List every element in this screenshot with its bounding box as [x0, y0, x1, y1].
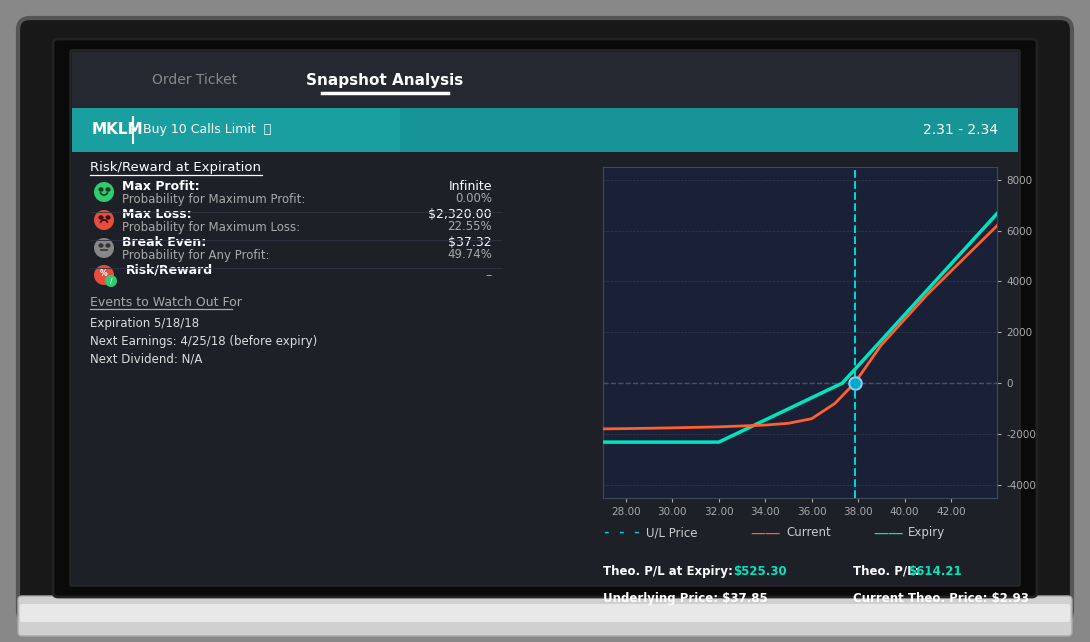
FancyBboxPatch shape: [20, 604, 1070, 622]
Text: $37.32: $37.32: [448, 236, 492, 250]
FancyBboxPatch shape: [19, 18, 1071, 622]
Text: $2,320.00: $2,320.00: [428, 209, 492, 221]
Text: ——: ——: [750, 525, 780, 541]
Text: U/L Price: U/L Price: [646, 526, 698, 539]
Text: Probability for Maximum Loss:: Probability for Maximum Loss:: [122, 220, 300, 234]
Bar: [72, 152, 1018, 584]
FancyBboxPatch shape: [19, 596, 1071, 636]
Text: Expiration 5/18/18: Expiration 5/18/18: [90, 317, 199, 329]
Text: Current Theo. Price: $2.93: Current Theo. Price: $2.93: [853, 593, 1029, 605]
Text: 0.00%: 0.00%: [455, 193, 492, 205]
Text: Probability for Maximum Profit:: Probability for Maximum Profit:: [122, 193, 305, 205]
Text: Events to Watch Out For: Events to Watch Out For: [90, 295, 242, 309]
FancyBboxPatch shape: [53, 39, 1037, 597]
Text: Risk/Reward at Expiration: Risk/Reward at Expiration: [90, 160, 261, 173]
Text: $614.21: $614.21: [908, 565, 961, 578]
Circle shape: [94, 210, 114, 230]
Bar: [400, 108, 1018, 152]
Text: ——: ——: [873, 525, 904, 541]
Text: Next Dividend: N/A: Next Dividend: N/A: [90, 352, 203, 365]
Circle shape: [94, 265, 114, 285]
Text: Theo. P/L at Expiry:: Theo. P/L at Expiry:: [603, 565, 732, 578]
Text: Buy 10 Calls Limit  ⓘ: Buy 10 Calls Limit ⓘ: [143, 123, 271, 137]
Circle shape: [94, 182, 114, 202]
Text: Underlying Price: $37.85: Underlying Price: $37.85: [603, 593, 767, 605]
Text: Expiry: Expiry: [908, 526, 945, 539]
FancyBboxPatch shape: [70, 50, 1020, 586]
Text: /: /: [110, 278, 112, 284]
Text: Max Loss:: Max Loss:: [122, 209, 192, 221]
Text: 49.74%: 49.74%: [447, 248, 492, 261]
Circle shape: [105, 275, 117, 287]
Bar: [72, 108, 1018, 152]
Text: 22.55%: 22.55%: [447, 220, 492, 234]
Text: Infinite: Infinite: [448, 180, 492, 193]
Circle shape: [94, 238, 114, 258]
Text: Risk/Reward: Risk/Reward: [126, 263, 214, 277]
Text: –: –: [486, 270, 492, 282]
Text: Break Even:: Break Even:: [122, 236, 206, 250]
Text: Max Profit:: Max Profit:: [122, 180, 199, 193]
Text: Next Earnings: 4/25/18 (before expiry): Next Earnings: 4/25/18 (before expiry): [90, 334, 317, 347]
Text: Snapshot Analysis: Snapshot Analysis: [306, 73, 463, 87]
Text: - - -: - - -: [603, 526, 640, 539]
Text: MKLM: MKLM: [92, 123, 144, 137]
Text: Current: Current: [786, 526, 831, 539]
Bar: [72, 52, 1018, 109]
Text: $525.30: $525.30: [734, 565, 787, 578]
Text: Order Ticket: Order Ticket: [153, 73, 238, 87]
Text: %: %: [100, 270, 108, 279]
Text: 2.31 - 2.34: 2.31 - 2.34: [923, 123, 998, 137]
Text: Theo. P/L:: Theo. P/L:: [853, 565, 920, 578]
Text: Probability for Any Profit:: Probability for Any Profit:: [122, 248, 269, 261]
